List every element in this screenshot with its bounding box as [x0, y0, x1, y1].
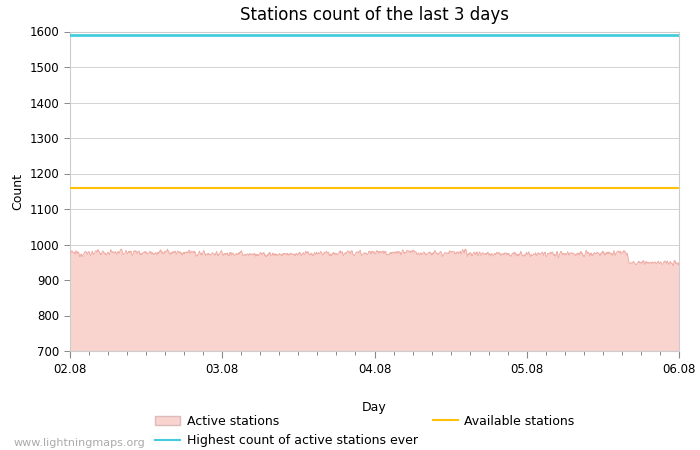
- Legend: Active stations, Highest count of active stations ever, Available stations: Active stations, Highest count of active…: [155, 415, 574, 447]
- Text: www.lightningmaps.org: www.lightningmaps.org: [14, 437, 146, 447]
- Title: Stations count of the last 3 days: Stations count of the last 3 days: [240, 6, 509, 24]
- X-axis label: Day: Day: [362, 401, 387, 414]
- Y-axis label: Count: Count: [11, 173, 25, 210]
